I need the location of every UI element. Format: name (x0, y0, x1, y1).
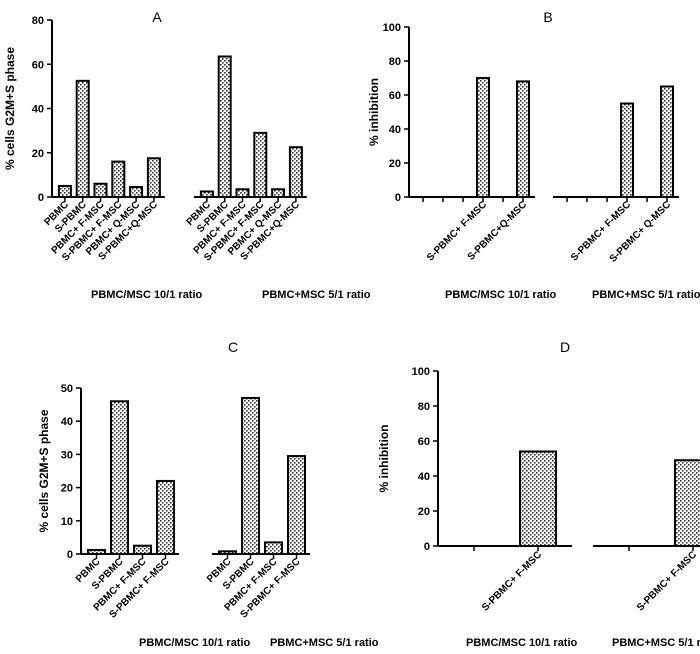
y-tick-label: 60 (418, 436, 430, 448)
group-label: PBMC/MSC 10/1 ratio (91, 289, 203, 301)
y-tick-label: 0 (38, 192, 44, 204)
bar (235, 188, 250, 199)
y-tick-label: 60 (32, 59, 44, 71)
group-label: PBMC/MSC 10/1 ratio (445, 289, 557, 301)
bar (264, 541, 283, 556)
bar (146, 157, 161, 198)
bar (75, 79, 90, 198)
panel-letter: D (560, 339, 570, 355)
bar (660, 85, 674, 198)
panel-letter: C (228, 339, 238, 355)
y-tick-label: 0 (424, 541, 430, 553)
y-axis-label: % inhibition (377, 425, 391, 493)
bar (217, 55, 232, 198)
y-tick-label: 40 (32, 104, 44, 116)
bar (111, 160, 126, 199)
bar (110, 400, 129, 555)
group-label: PBMC+MSC 5/1 ratio (262, 289, 371, 301)
y-tick-label: 0 (67, 549, 73, 561)
bar (241, 396, 260, 555)
bar (218, 550, 237, 555)
bar (674, 459, 700, 547)
y-tick-label: 60 (389, 90, 401, 102)
group-label: PBMC/MSC 10/1 ratio (139, 637, 251, 649)
y-axis-label: % inhibition (367, 78, 381, 146)
group-label: PBMC+MSC 5/1 ratio (270, 637, 379, 649)
y-tick-label: 40 (61, 416, 73, 428)
y-tick-label: 20 (32, 148, 44, 160)
bar (129, 186, 144, 198)
panel-letter: A (152, 9, 162, 25)
bar (271, 188, 286, 199)
y-tick-label: 20 (61, 483, 73, 495)
bar (287, 455, 306, 555)
bar (620, 102, 634, 198)
group-label: PBMC+MSC 5/1 ratio (592, 289, 700, 301)
bar (519, 450, 557, 547)
x-tick-label: S-PBMC+ F-MSC (480, 549, 544, 613)
bar (476, 77, 490, 198)
y-tick-label: 50 (61, 383, 73, 395)
y-tick-label: 80 (389, 56, 401, 68)
y-tick-label: 80 (32, 15, 44, 27)
bar (57, 184, 72, 198)
y-tick-label: 10 (61, 516, 73, 528)
y-tick-label: 100 (383, 22, 401, 34)
y-tick-label: 0 (395, 192, 401, 204)
bar (156, 479, 175, 555)
bar (93, 182, 108, 199)
y-tick-label: 20 (418, 506, 430, 518)
y-tick-label: 20 (389, 158, 401, 170)
y-axis-label: % cells G2M+S phase (37, 409, 51, 532)
panel-letter: B (543, 9, 552, 25)
y-tick-label: 80 (418, 401, 430, 413)
y-tick-label: 40 (389, 124, 401, 136)
bar (199, 190, 214, 198)
y-tick-label: 100 (412, 366, 430, 378)
bar (87, 549, 106, 555)
x-tick-label: S-PBMC+ F-MSC (635, 549, 699, 613)
bar (253, 131, 268, 198)
bar (516, 80, 530, 198)
y-tick-label: 40 (418, 471, 430, 483)
chart-panel-d: D 0 20 40 60 80 100 % inhibition S-PBMC+ F-MSC PB… (377, 339, 700, 649)
bar (288, 146, 303, 198)
bar (133, 544, 152, 556)
y-axis-label: % cells G2M+S phase (3, 47, 17, 170)
group-label: PBMC/MSC 10/1 ratio (466, 637, 578, 649)
group-label: PBMC+MSC 5/1 ratio (612, 637, 700, 649)
y-tick-label: 30 (61, 449, 73, 461)
